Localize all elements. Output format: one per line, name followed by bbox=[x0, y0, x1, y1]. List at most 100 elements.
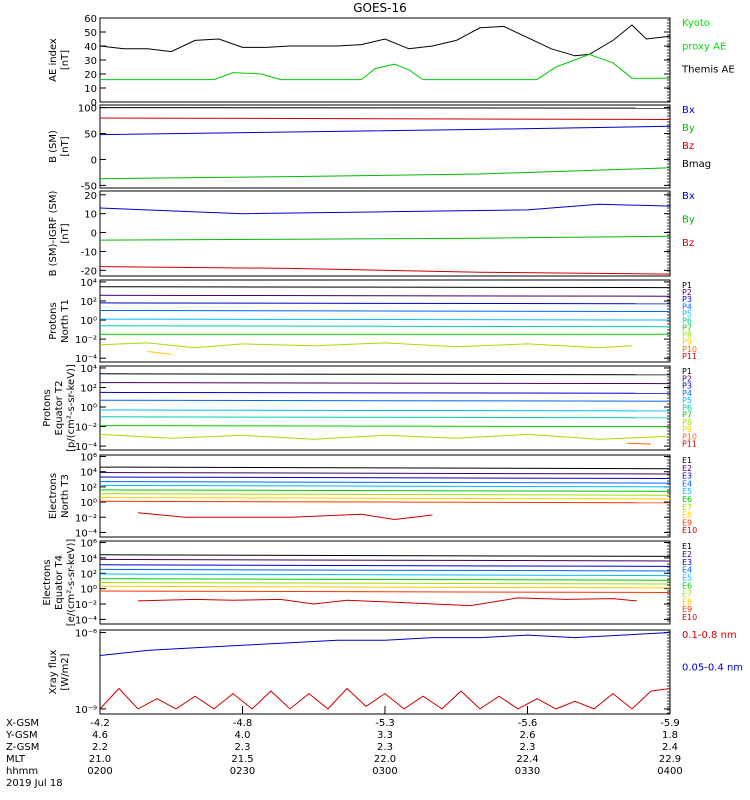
panel-bigrf: -20 -10 0 10 20 B (SM)-IGRF (SM) [nT] Bx By Bz bbox=[48, 190, 695, 277]
time-axis-value: 22.9 bbox=[659, 754, 681, 765]
y-axis-label: North T3 bbox=[60, 474, 71, 518]
series-ee-E1 bbox=[99, 554, 671, 557]
time-row-label: X-GSM bbox=[6, 718, 39, 729]
y-axis-label: North T1 bbox=[60, 299, 71, 343]
y-tick-label: 10⁴ bbox=[80, 554, 97, 565]
y-tick-label: 10⁻⁶ bbox=[75, 629, 97, 640]
legend-entry: 0.1-0.8 nm bbox=[682, 630, 737, 641]
legend-entry: P1 bbox=[682, 367, 692, 376]
series-b-Bz bbox=[99, 117, 671, 120]
legend-entry: P2 bbox=[682, 288, 692, 297]
legend-entry: By bbox=[682, 215, 695, 226]
series-xray-0.05-0.4-nm bbox=[99, 632, 671, 656]
y-axis-label: Protons bbox=[42, 389, 53, 426]
legend-entry: P8 bbox=[682, 331, 692, 340]
time-axis-value: -5.6 bbox=[518, 718, 538, 729]
series-ee-E3 bbox=[99, 564, 671, 567]
time-row-label: hhmm bbox=[6, 766, 38, 777]
y-axis-label: B (SM) bbox=[48, 130, 59, 163]
y-tick-label: 10⁰ bbox=[80, 403, 97, 414]
series-pe-P3 bbox=[99, 391, 671, 394]
legend-entry: Bmag bbox=[682, 159, 711, 170]
y-tick-label: 10⁶ bbox=[80, 453, 97, 464]
panel-frame bbox=[99, 365, 671, 451]
legend-entry: E1 bbox=[682, 456, 692, 465]
series-pe-P1 bbox=[99, 373, 671, 376]
series-ee-E5 bbox=[99, 573, 671, 577]
time-axis-value: 0400 bbox=[657, 766, 682, 777]
y-tick-label: 10⁻² bbox=[75, 513, 97, 524]
time-row-label: Z-GSM bbox=[6, 742, 39, 753]
y-axis-label: Electrons bbox=[42, 559, 53, 605]
series-b-Bx bbox=[99, 125, 671, 136]
legend-entry: E10 bbox=[682, 526, 697, 535]
legend-entry: P9 bbox=[682, 425, 692, 434]
legend-entry: P6 bbox=[682, 316, 692, 325]
legend-entry: E6 bbox=[682, 582, 692, 591]
legend-entry: P10 bbox=[682, 432, 697, 441]
legend-entry: P2 bbox=[682, 374, 692, 383]
time-axis-value: -4.2 bbox=[90, 718, 110, 729]
series-en-E2 bbox=[99, 472, 671, 475]
legend-entry: E5 bbox=[682, 487, 692, 496]
time-axis-value: -5.9 bbox=[660, 718, 680, 729]
y-axis-label: Protons bbox=[48, 302, 59, 339]
y-tick-label: 10² bbox=[80, 383, 97, 394]
legend-entry: P8 bbox=[682, 418, 692, 427]
panel-pe: 10⁻⁴ 10⁻² 10⁰ 10² 10⁴ Protons Equator T2 [p/(cm… bbox=[42, 364, 697, 453]
y-tick-label: 60 bbox=[84, 14, 97, 25]
series-ee-E7 bbox=[99, 582, 671, 585]
y-tick-label: 10⁰ bbox=[80, 316, 97, 327]
time-axis-value: 3.3 bbox=[377, 730, 393, 741]
series-ee-E4 bbox=[99, 568, 671, 572]
legend-entry: P11 bbox=[682, 352, 697, 361]
y-tick-label: 10⁻⁴ bbox=[75, 442, 97, 453]
y-tick-label: 10⁻⁴ bbox=[75, 528, 97, 539]
panel-frame bbox=[99, 190, 671, 277]
series-ee-E6 bbox=[99, 578, 671, 581]
series-pn-P2 bbox=[99, 294, 671, 297]
series-pe-P6 bbox=[99, 416, 671, 419]
legend-entry: E8 bbox=[682, 511, 692, 520]
legend-entry: P4 bbox=[682, 302, 692, 311]
panel-ae: 0 10 20 30 40 50 60 AE index [nT] Kyoto proxy AE Th… bbox=[48, 14, 735, 109]
y-tick-label: 20 bbox=[84, 70, 97, 81]
time-axis-value: 2.3 bbox=[377, 742, 393, 753]
time-axis-value: 21.5 bbox=[231, 754, 253, 765]
series-pe-P7 bbox=[99, 425, 671, 428]
series-ee-E2 bbox=[99, 558, 671, 562]
y-axis-label: B (SM)-IGRF (SM) bbox=[48, 191, 59, 277]
legend-entry: E1 bbox=[682, 542, 692, 551]
legend-entry: P7 bbox=[682, 324, 692, 333]
series-bigrf-Bx bbox=[99, 203, 671, 215]
y-tick-label: 10⁻⁴ bbox=[75, 354, 97, 365]
y-tick-label: 50 bbox=[84, 130, 97, 141]
legend-entry: E5 bbox=[682, 574, 692, 583]
y-tick-label: 10 bbox=[84, 84, 97, 95]
series-ae-Kyoto-proxy-AE bbox=[100, 53, 670, 81]
y-tick-label: 10⁻² bbox=[75, 600, 97, 611]
panel-frame bbox=[99, 17, 671, 103]
y-tick-label: 30 bbox=[84, 56, 97, 67]
legend-entry: E2 bbox=[682, 550, 692, 559]
series-pe-P5 bbox=[99, 409, 671, 412]
time-axis-value: 22.4 bbox=[516, 754, 538, 765]
y-tick-label: 10² bbox=[80, 569, 97, 580]
legend-entry: E10 bbox=[682, 613, 697, 622]
y-axis-label: [nT] bbox=[60, 223, 71, 243]
legend-entry: E9 bbox=[682, 518, 692, 527]
y-tick-label: 10⁴ bbox=[80, 364, 97, 375]
legend-entry: Bz bbox=[682, 238, 694, 249]
y-axis-label: Xray flux bbox=[48, 650, 59, 695]
y-tick-label: 40 bbox=[84, 42, 97, 53]
legend-entry: Bz bbox=[682, 141, 694, 152]
series-en-E7 bbox=[99, 493, 671, 496]
legend-entry: P4 bbox=[682, 389, 692, 398]
y-tick-label: 10² bbox=[80, 297, 97, 308]
time-axis-value: 21.0 bbox=[89, 754, 111, 765]
series-ae-Themis-AE bbox=[99, 24, 671, 57]
panel-b: -50 0 50 100 B (SM) [nT] Bx By Bz Bmag bbox=[48, 104, 711, 193]
series-xray-0.1-0.8-nm bbox=[99, 687, 671, 710]
